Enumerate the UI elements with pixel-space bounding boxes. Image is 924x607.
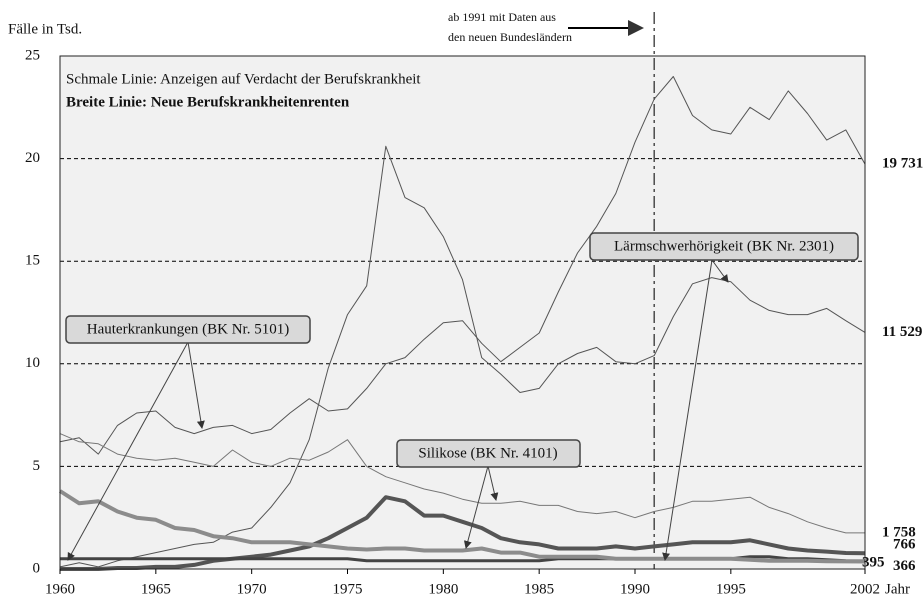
- y-tick-label: 25: [25, 47, 40, 63]
- end-label: 366: [893, 558, 916, 574]
- end-label: 766: [893, 537, 916, 553]
- y-tick-label: 20: [25, 150, 40, 166]
- y-tick-label: 5: [33, 458, 41, 474]
- y-axis-label: Fälle in Tsd.: [8, 21, 82, 37]
- end-label: 395: [862, 554, 885, 570]
- annotation-arrows: [67, 259, 729, 561]
- annotation-box: [589, 232, 859, 261]
- x-tick-label: 1965: [141, 581, 171, 597]
- note: ab 1991 mit Daten aus: [448, 10, 556, 24]
- y-tick-label: 15: [25, 253, 40, 269]
- x-tick-label: 1970: [237, 581, 267, 597]
- annotation: Silikose (BK Nr. 4101): [418, 445, 557, 461]
- legend-thin: Schmale Linie: Anzeigen auf Verdacht der…: [66, 71, 421, 87]
- annotation: Hauterkrankungen (BK Nr. 5101): [87, 321, 289, 337]
- x-tick-label: 1980: [428, 581, 458, 597]
- x-tick-label: 1960: [45, 581, 75, 597]
- end-label: 1 758: [882, 524, 916, 540]
- series-line: [59, 433, 865, 534]
- x-tick-label: 1985: [524, 581, 554, 597]
- legend-thick: Breite Linie: Neue Berufskrankheitenrent…: [66, 94, 350, 110]
- x-tick-label: 1975: [333, 581, 363, 597]
- annotation-box: [65, 315, 311, 344]
- plot-frame: [59, 55, 866, 570]
- series-line: [59, 76, 866, 455]
- x-tick-label: 1990: [620, 581, 650, 597]
- annotation: Lärmschwerhörigkeit (BK Nr. 2301): [614, 238, 834, 254]
- plot-area: [60, 56, 865, 569]
- y-tick-label: 10: [25, 355, 40, 371]
- note: den neuen Bundesländern: [448, 30, 572, 44]
- x-axis-label: Jahr: [885, 581, 910, 597]
- series-line: [58, 489, 866, 564]
- annotation-box: [396, 439, 581, 468]
- y-tick-label: 0: [33, 560, 41, 576]
- x-tick-label: 2002: [850, 581, 880, 597]
- series-line: [60, 495, 866, 571]
- end-label: 11 529: [882, 324, 922, 340]
- series-line: [59, 145, 866, 568]
- x-tick-label: 1995: [716, 581, 746, 597]
- end-label: 19 731: [882, 156, 923, 172]
